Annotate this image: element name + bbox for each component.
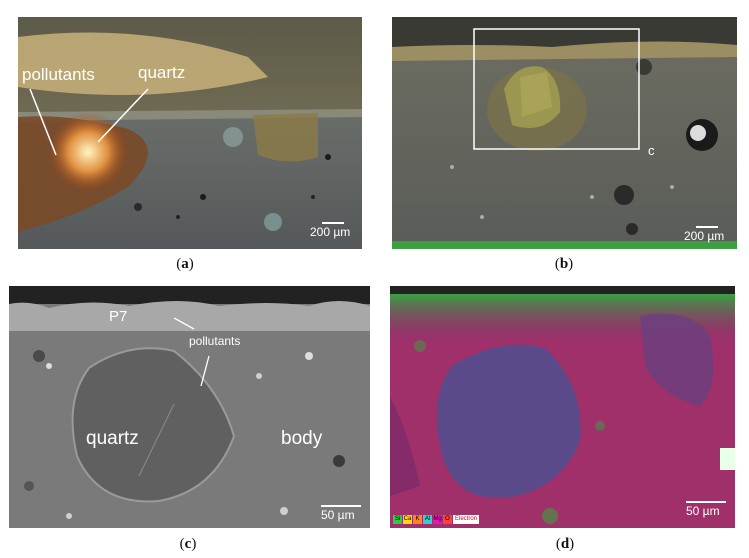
- scale-bar: 200 µm: [310, 222, 351, 239]
- pollutants-label: pollutants: [22, 65, 95, 84]
- panel-d-image: 50 µm Si Ca K Al Mg O Electron: [390, 286, 735, 528]
- panel-b-caption: (b): [554, 256, 574, 272]
- panel-d-caption: (d): [555, 536, 575, 552]
- element-legend: Si Ca K Al Mg O Electron: [393, 515, 480, 524]
- legend-swatch: Si: [393, 515, 402, 524]
- panel-a-image: pollutants quartz 200 µm: [18, 17, 362, 249]
- scale-bar-label: 50 µm: [321, 508, 355, 522]
- panel-c-caption: (c): [179, 536, 197, 552]
- legend-swatch: Ca: [403, 515, 412, 524]
- p7-label: P7: [109, 308, 128, 325]
- legend-swatch: Mg: [433, 515, 442, 524]
- legend-swatch: K: [413, 515, 422, 524]
- panel-c-image: P7 pollutants quartz body 50 µm: [9, 286, 370, 528]
- panel-b-image: c 200 µm: [392, 17, 737, 249]
- legend-electron-label: Electron: [453, 515, 480, 524]
- quartz-label: quartz: [86, 428, 139, 449]
- scale-bar-label: 50 µm: [686, 504, 720, 518]
- scale-bar: 50 µm: [686, 501, 726, 518]
- pollutants-label: pollutants: [189, 334, 241, 348]
- scale-bar: 200 µm: [684, 226, 725, 243]
- panel-a-caption: (a): [176, 256, 194, 272]
- scale-bar-label: 200 µm: [684, 229, 725, 243]
- scale-bar-label: 200 µm: [310, 225, 351, 239]
- legend-swatch: Al: [423, 515, 432, 524]
- body-label: body: [281, 428, 323, 449]
- quartz-label: quartz: [138, 63, 186, 82]
- scale-bar: 50 µm: [321, 505, 361, 522]
- inset-marker: c: [648, 143, 655, 158]
- legend-swatch: O: [443, 515, 452, 524]
